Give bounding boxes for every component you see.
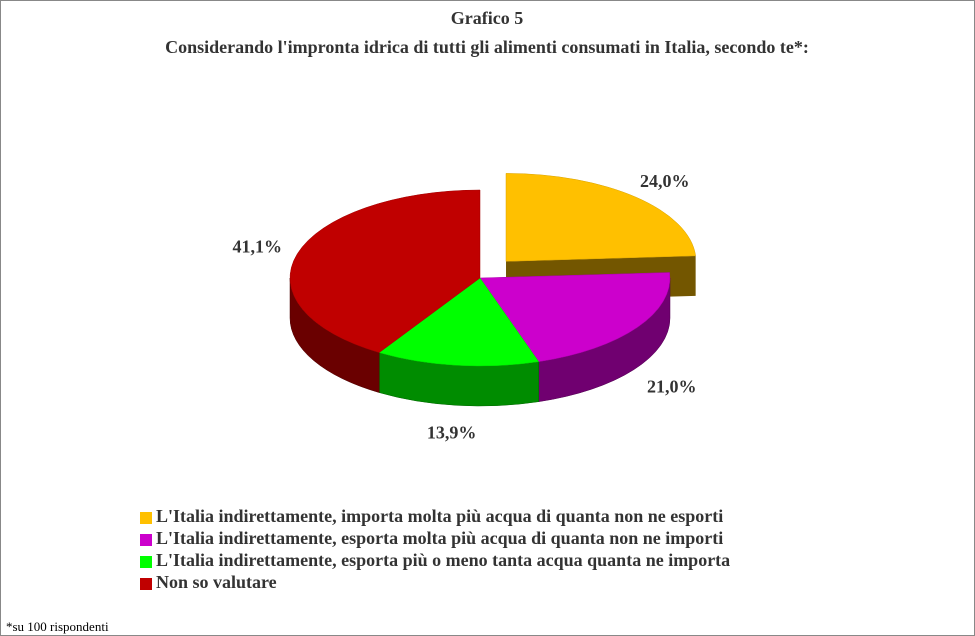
legend-swatch xyxy=(140,578,152,590)
slice xyxy=(378,277,540,367)
legend-swatch xyxy=(140,534,152,546)
chart-title: Grafico 5 xyxy=(451,8,523,28)
data-label: 24,0% xyxy=(640,171,690,191)
slice xyxy=(505,173,696,262)
legend-label: L'Italia indirettamente, esporta più o m… xyxy=(156,550,730,570)
slice xyxy=(479,272,671,362)
legend-label: L'Italia indirettamente, esporta molta p… xyxy=(156,528,723,548)
data-label: 21,0% xyxy=(647,376,697,396)
legend-label: Non so valutare xyxy=(156,572,277,592)
slice xyxy=(289,189,481,353)
data-label: 13,9% xyxy=(427,423,477,443)
legend-label: L'Italia indirettamente, importa molta p… xyxy=(156,506,723,526)
legend-swatch xyxy=(140,512,152,524)
footnote: *su 100 rispondenti xyxy=(6,619,109,634)
chart-subtitle: Considerando l'impronta idrica di tutti … xyxy=(165,37,809,57)
legend-swatch xyxy=(140,556,152,568)
data-label: 41,1% xyxy=(232,236,282,256)
